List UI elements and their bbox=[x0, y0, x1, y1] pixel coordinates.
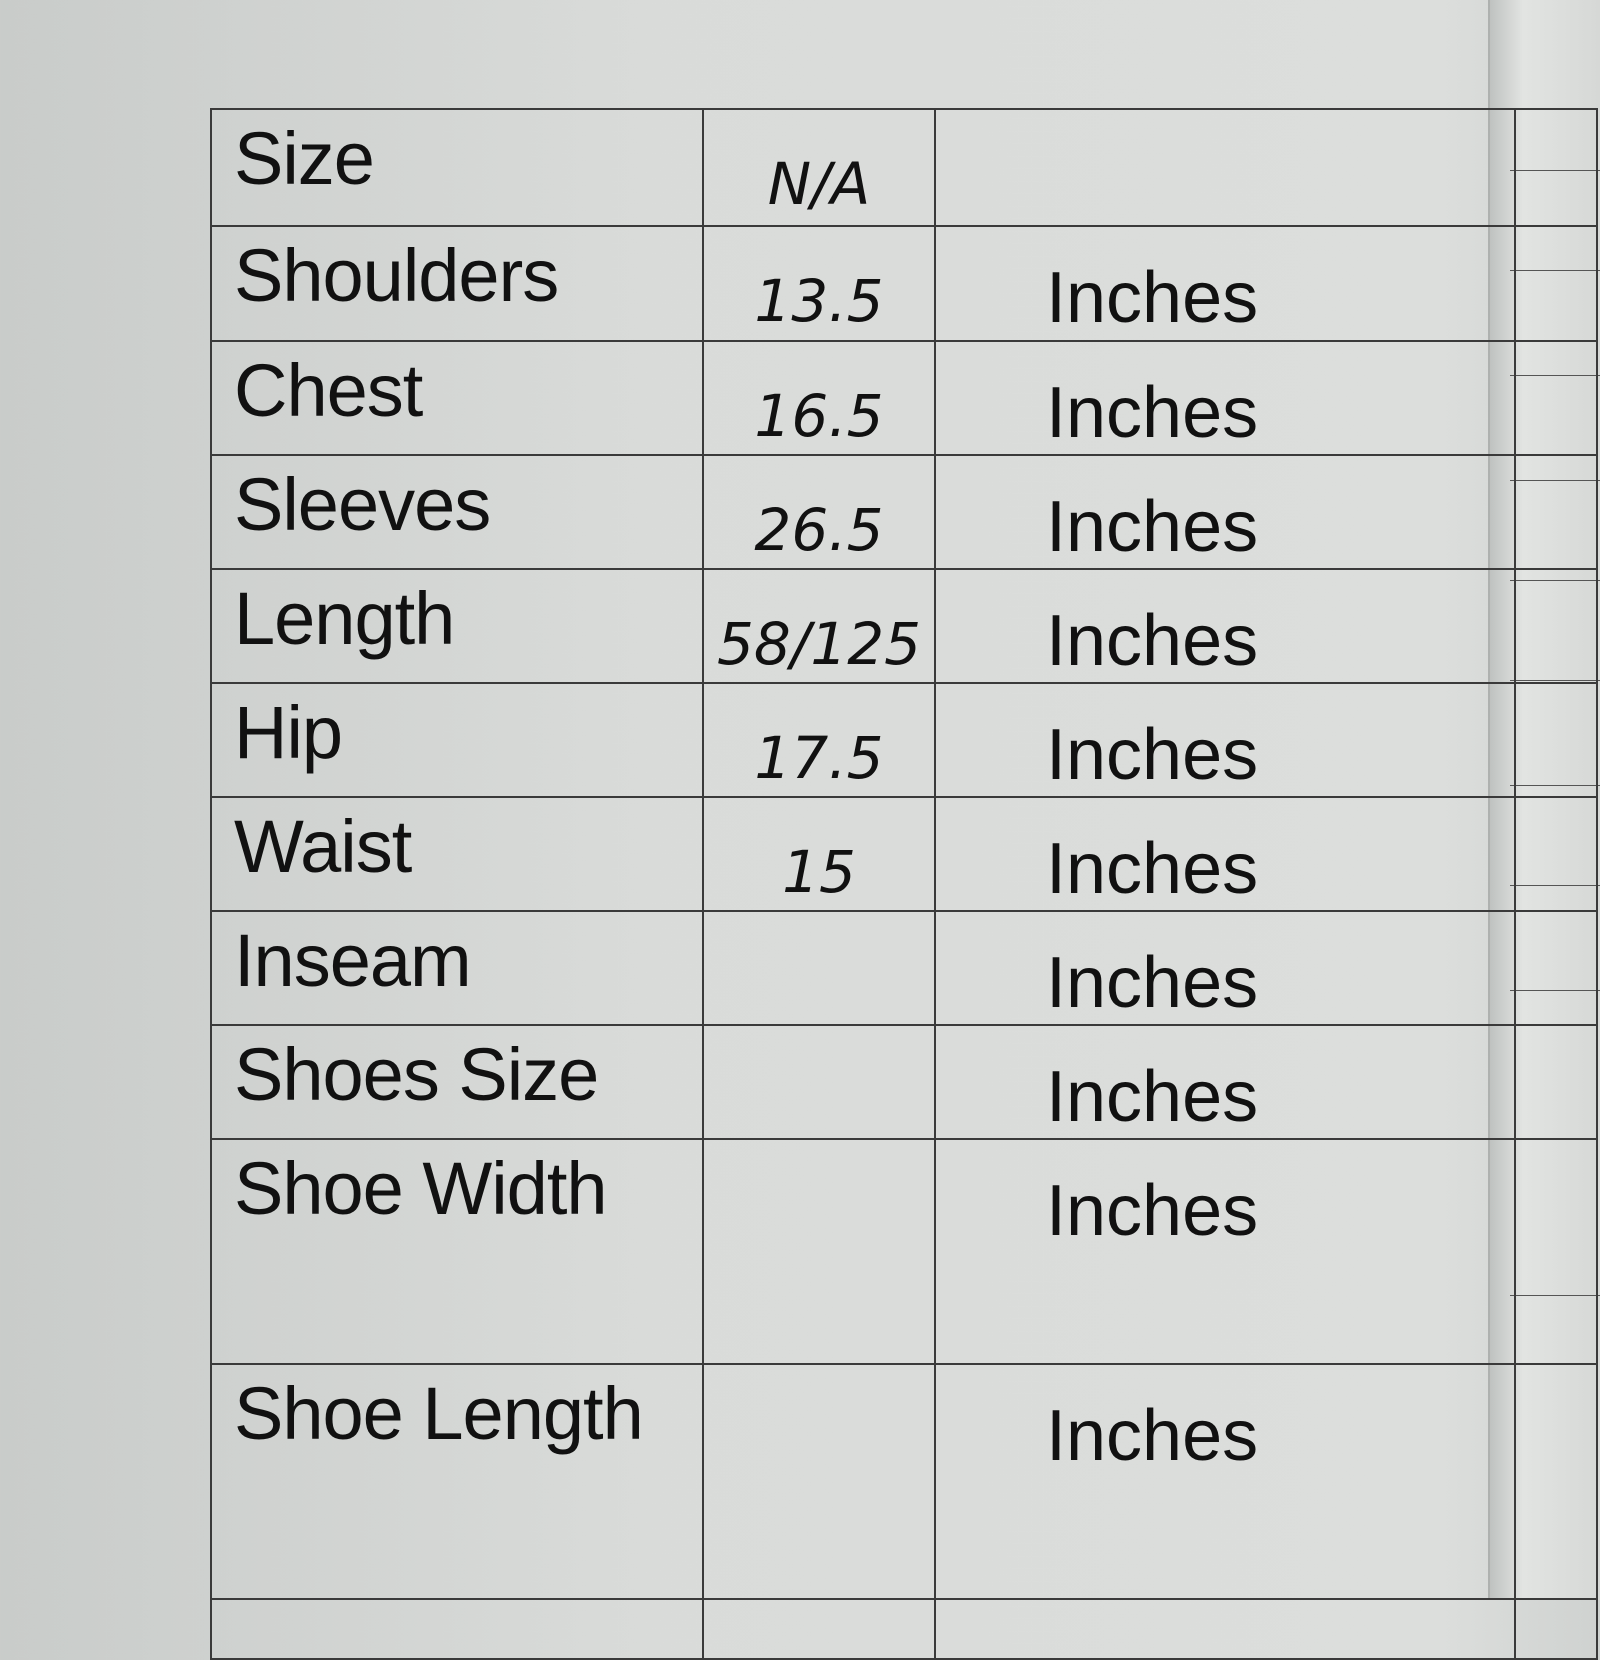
row-label: Shoe Length bbox=[210, 1363, 704, 1600]
empty-cell bbox=[1514, 1024, 1598, 1140]
row-unit bbox=[934, 108, 1516, 227]
empty-cell bbox=[1514, 796, 1598, 912]
row-unit: Inches bbox=[934, 568, 1516, 684]
table-row: Shoulders 13.5 Inches bbox=[210, 225, 1598, 342]
row-unit: Inches bbox=[934, 796, 1516, 912]
table-row: Hip 17.5 Inches bbox=[210, 682, 1598, 798]
row-value: 13.5 bbox=[702, 225, 936, 342]
empty-cell bbox=[1514, 1138, 1598, 1365]
table-row: Shoe Length Inches bbox=[210, 1363, 1598, 1600]
table-row-partial bbox=[210, 1598, 1598, 1660]
row-value: 16.5 bbox=[702, 340, 936, 456]
table-row: Sleeves 26.5 Inches bbox=[210, 454, 1598, 570]
row-unit: Inches bbox=[934, 1138, 1516, 1365]
row-value: 58/125 bbox=[702, 568, 936, 684]
row-value bbox=[702, 1024, 936, 1140]
measurement-table: Size N/A Shoulders 13.5 Inches Chest 16.5 Inche… bbox=[210, 108, 1598, 1660]
empty-cell bbox=[702, 1598, 936, 1660]
row-unit: Inches bbox=[934, 682, 1516, 798]
row-unit: Inches bbox=[934, 225, 1516, 342]
table-row: Chest 16.5 Inches bbox=[210, 340, 1598, 456]
empty-cell bbox=[210, 1598, 704, 1660]
row-value: 17.5 bbox=[702, 682, 936, 798]
empty-cell bbox=[1514, 340, 1598, 456]
empty-cell bbox=[1514, 1598, 1598, 1660]
row-label: Length bbox=[210, 568, 704, 684]
row-label: Inseam bbox=[210, 910, 704, 1026]
row-unit: Inches bbox=[934, 910, 1516, 1026]
table-row: Length 58/125 Inches bbox=[210, 568, 1598, 684]
empty-cell bbox=[1514, 225, 1598, 342]
row-unit: Inches bbox=[934, 1024, 1516, 1140]
table-row: Shoe Width Inches bbox=[210, 1138, 1598, 1365]
row-label: Sleeves bbox=[210, 454, 704, 570]
row-value: 15 bbox=[702, 796, 936, 912]
row-unit: Inches bbox=[934, 454, 1516, 570]
row-label: Shoe Width bbox=[210, 1138, 704, 1365]
row-unit: Inches bbox=[934, 340, 1516, 456]
row-value bbox=[702, 1363, 936, 1600]
row-value: N/A bbox=[702, 108, 936, 227]
empty-cell bbox=[934, 1598, 1516, 1660]
row-label: Hip bbox=[210, 682, 704, 798]
table-row: Inseam Inches bbox=[210, 910, 1598, 1026]
row-label: Size bbox=[210, 108, 704, 227]
empty-cell bbox=[1514, 568, 1598, 684]
row-value: 26.5 bbox=[702, 454, 936, 570]
row-label: Waist bbox=[210, 796, 704, 912]
empty-cell bbox=[1514, 682, 1598, 798]
row-label: Shoes Size bbox=[210, 1024, 704, 1140]
row-label: Chest bbox=[210, 340, 704, 456]
empty-cell bbox=[1514, 910, 1598, 1026]
empty-cell bbox=[1514, 454, 1598, 570]
table-row: Size N/A bbox=[210, 108, 1598, 227]
table-row: Shoes Size Inches bbox=[210, 1024, 1598, 1140]
table-row: Waist 15 Inches bbox=[210, 796, 1598, 912]
empty-cell bbox=[1514, 1363, 1598, 1600]
empty-cell bbox=[1514, 108, 1598, 227]
row-value bbox=[702, 1138, 936, 1365]
row-unit: Inches bbox=[934, 1363, 1516, 1600]
row-value bbox=[702, 910, 936, 1026]
row-label: Shoulders bbox=[210, 225, 704, 342]
